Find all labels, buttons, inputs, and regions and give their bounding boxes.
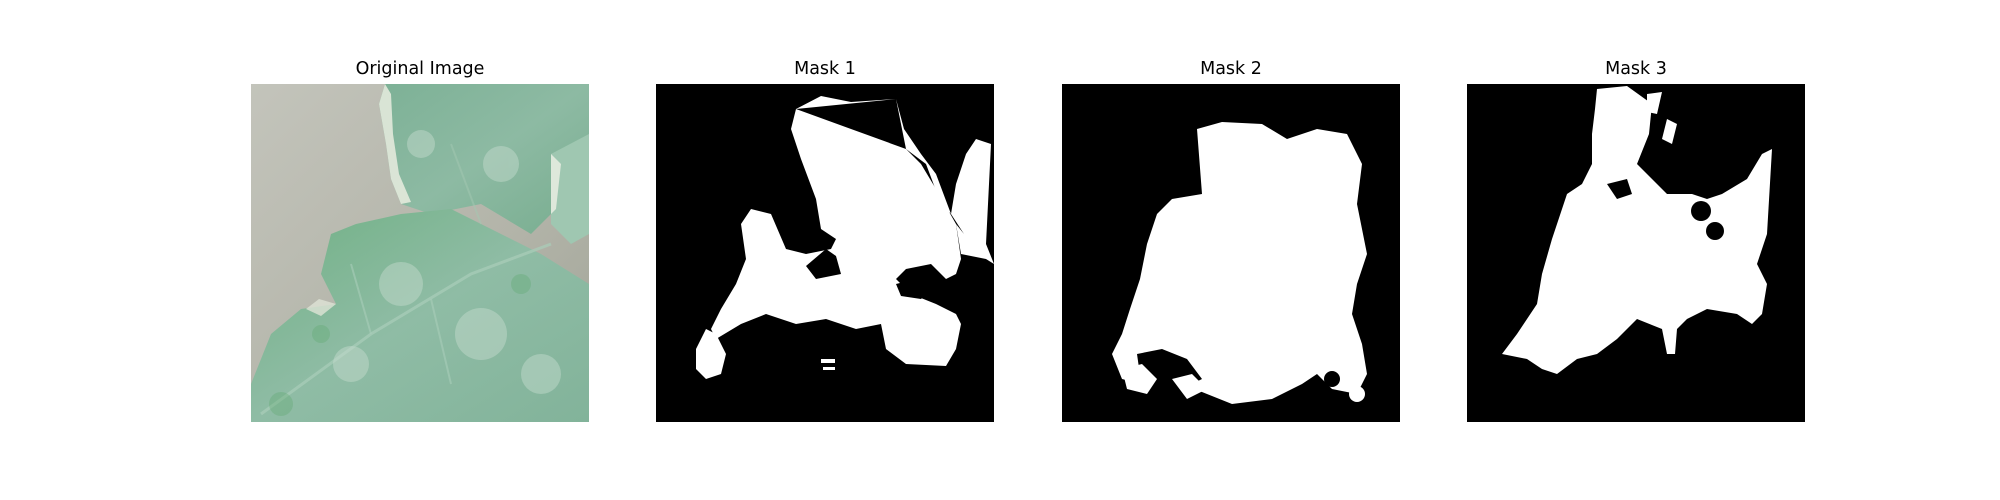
upper-leaf <box>379 84 589 234</box>
mask-3-title: Mask 3 <box>1605 59 1667 79</box>
mask-3-panel <box>1467 84 1805 422</box>
mask-1-image <box>656 84 994 422</box>
mask-2-image <box>1062 84 1400 422</box>
original-leaf-image <box>251 84 589 422</box>
mask-1-title: Mask 1 <box>794 59 856 79</box>
mask-2-panel <box>1062 84 1400 422</box>
original-image-title: Original Image <box>355 59 485 79</box>
original-image-panel <box>251 84 589 422</box>
mask-3-image <box>1467 84 1805 422</box>
mask-1-panel <box>656 84 994 422</box>
mask-2-title: Mask 2 <box>1200 59 1262 79</box>
right-leaf <box>551 134 589 244</box>
